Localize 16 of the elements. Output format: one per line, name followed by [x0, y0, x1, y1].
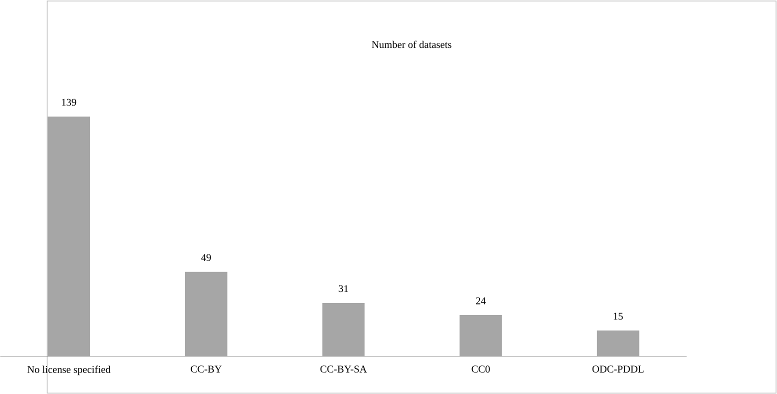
x-tick-label: CC0 [472, 366, 490, 373]
bar [322, 302, 365, 356]
data-label: 31 [338, 285, 348, 292]
bar [460, 315, 502, 356]
x-tick-label: No license specified [27, 366, 111, 376]
data-label: 139 [62, 98, 76, 106]
bar [184, 272, 228, 356]
x-tick-label: ODC-PDDL [592, 366, 644, 373]
chart-title: Number of datasets [372, 40, 452, 48]
bar [48, 116, 90, 356]
data-label: 15 [614, 312, 623, 320]
bar [596, 330, 640, 356]
x-tick-label: CC-BY [190, 366, 222, 373]
data-label: 24 [476, 297, 486, 304]
x-tick-label: CC-BY-SA [320, 366, 367, 373]
data-label: 49 [201, 254, 211, 262]
